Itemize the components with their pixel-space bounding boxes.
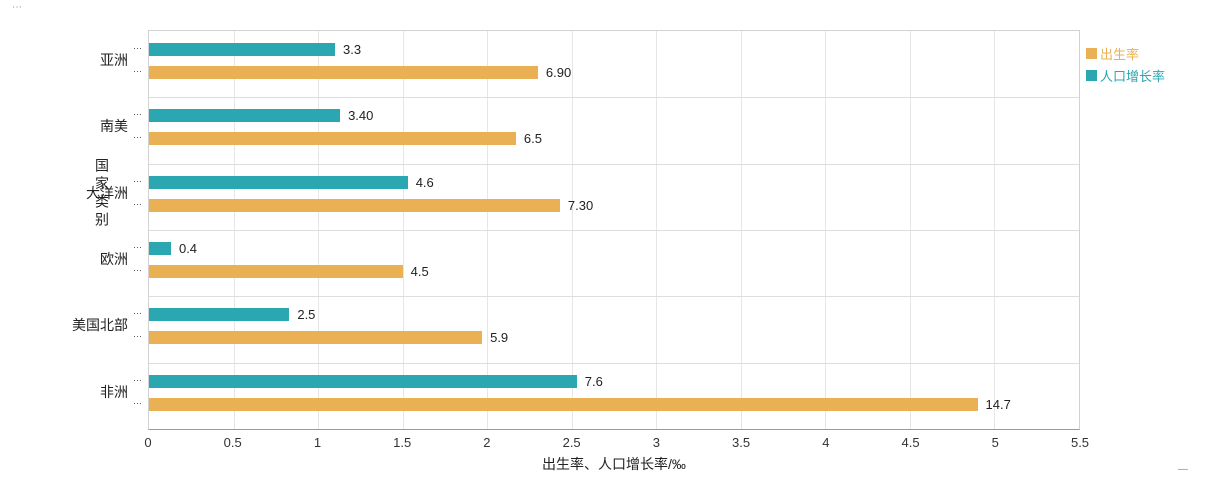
y-axis-title: 国家类别 [94, 158, 110, 230]
legend-item-growth-rate: 人口增长率 [1086, 66, 1165, 85]
bar-birth-rate [149, 331, 483, 345]
bar-birth-rate [149, 198, 560, 212]
bar-value-label: 7.30 [567, 197, 594, 213]
row-tick-marker: ⋯ [133, 397, 142, 408]
row-tick-marker: ⋯ [133, 265, 142, 275]
bar-value-label: 3.3 [343, 42, 362, 57]
bar-birth-rate [149, 66, 538, 79]
row-tick-marker: ⋯ [133, 331, 142, 342]
legend-swatch-growth-rate [1086, 70, 1097, 81]
bar-growth-rate [149, 242, 171, 255]
row-tick-marker: ⋯ [133, 374, 142, 385]
row-tick-marker: ⋯ [133, 66, 142, 76]
x-tick-label: 2.5 [562, 435, 581, 450]
category-separator [149, 163, 1079, 165]
x-axis-ticks: 0 0.5 1 1.5 2 2.5 3 3.5 4 4.5 5 5.5 [144, 435, 1089, 451]
bar-value-label: 0.4 [178, 241, 198, 256]
category-separator [149, 230, 1079, 231]
legend: 出生率 人口增长率 [1086, 44, 1165, 88]
row-tick-marker: ⋯ [133, 109, 142, 120]
bar-birth-rate [149, 265, 403, 278]
bar-value-label: 5.9 [490, 330, 509, 346]
x-tick-label: 4.5 [901, 435, 920, 450]
corner-mark-top-left: ⋯ [12, 2, 22, 13]
category-label: 欧洲 [100, 251, 128, 267]
category-label: 亚洲 [100, 52, 128, 68]
x-tick-label: 3.5 [732, 435, 751, 450]
row-tick-marker: ⋯ [133, 175, 142, 186]
bar-value-label: 6.90 [545, 65, 572, 80]
row-tick-marker: ⋯ [133, 308, 142, 319]
x-tick-label: 1.5 [393, 435, 412, 450]
x-tick-label: 5 [991, 435, 999, 450]
category-separator [149, 296, 1079, 298]
legend-swatch-birth-rate [1086, 48, 1097, 59]
category-separator [149, 362, 1079, 364]
legend-item-birth-rate: 出生率 [1086, 44, 1165, 63]
category-separator [149, 97, 1079, 99]
bar-value-label: 2.5 [297, 307, 316, 323]
x-tick-label: 0.5 [223, 435, 242, 450]
category-label: 南美 [100, 118, 128, 135]
category-label: 美国北部 [72, 317, 128, 334]
x-tick-label: 1 [313, 435, 322, 450]
x-tick-label: 3 [652, 435, 660, 450]
bar-value-label: 3.40 [348, 108, 374, 124]
legend-label-birth-rate: 出生率 [1100, 47, 1140, 62]
x-tick-label: 2 [483, 435, 491, 450]
row-tick-marker: ⋯ [133, 242, 142, 252]
x-tick-label: 5.5 [1070, 435, 1090, 450]
bar-birth-rate [149, 132, 516, 146]
bar-value-label: 6.5 [523, 131, 542, 147]
x-tick-label: 4 [822, 435, 830, 450]
corner-mark-bottom-right: — [1178, 464, 1188, 475]
x-axis-title: 出生率、人口增长率/‰ [542, 456, 686, 472]
x-tick-label: 0 [144, 435, 152, 450]
category-label: 非洲 [100, 383, 128, 400]
row-tick-marker: ⋯ [133, 198, 142, 209]
bar-growth-rate [149, 308, 290, 322]
bar-growth-rate [149, 175, 408, 189]
legend-label-growth-rate: 人口增长率 [1100, 69, 1166, 84]
bar-value-label: 4.6 [415, 174, 434, 190]
row-tick-marker: ⋯ [133, 132, 142, 143]
row-tick-marker: ⋯ [133, 43, 142, 53]
bar-birth-rate [149, 397, 978, 411]
bar-growth-rate [149, 374, 577, 388]
category-label: 大洋洲 [86, 184, 128, 201]
plot-area: 3.3 6.90 3.40 6.5 4.6 7.30 0.4 4.5 2.5 5.9 7.6 14.7 [148, 30, 1080, 430]
bar-value-label: 4.5 [410, 264, 429, 279]
bar-growth-rate [149, 43, 335, 56]
bar-value-label: 7.6 [584, 373, 603, 389]
bar-growth-rate [149, 109, 341, 123]
bar-value-label: 14.7 [985, 396, 1011, 412]
